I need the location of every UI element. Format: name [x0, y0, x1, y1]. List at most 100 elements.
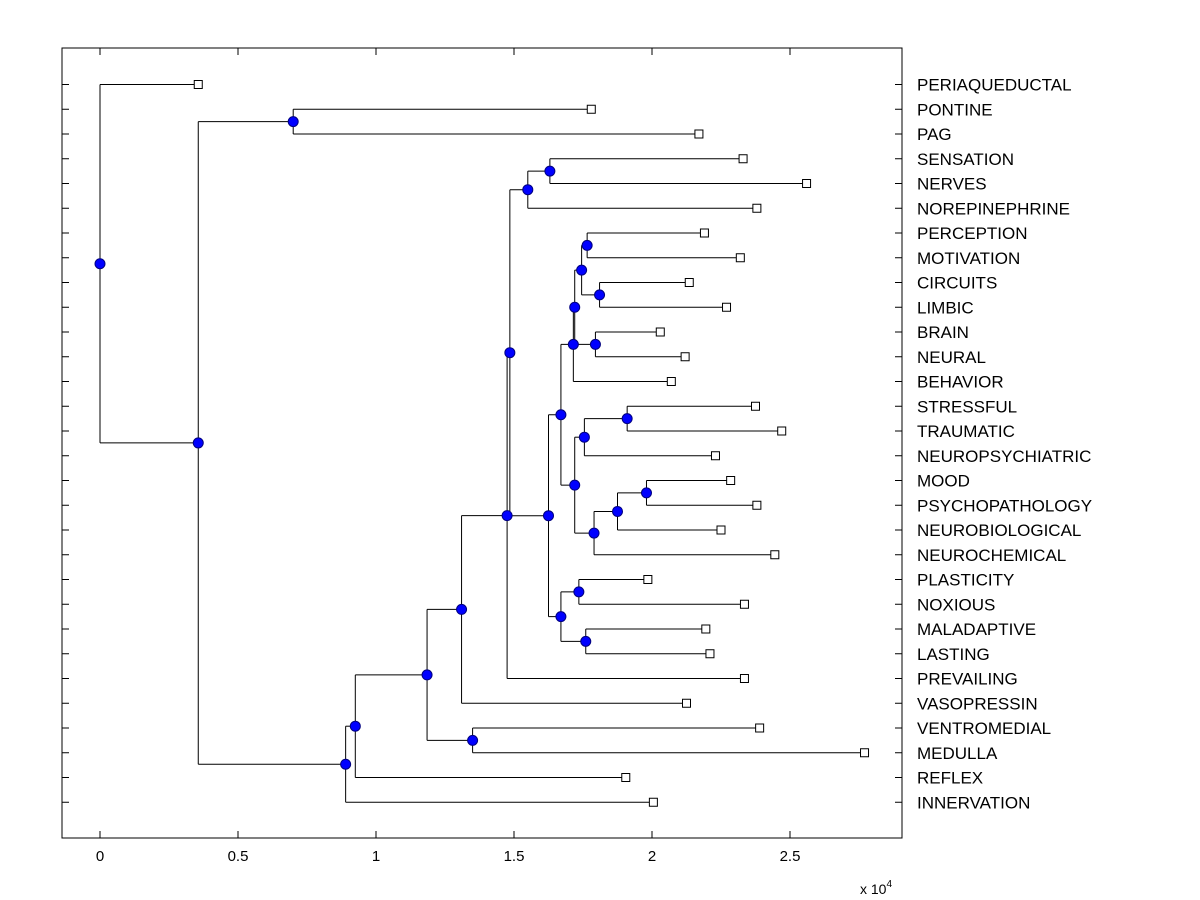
node-marker-n_sens_norep [522, 184, 534, 196]
node-marker-n_vaso_ventro [421, 669, 433, 681]
leaf-label-circuits: CIRCUITS [917, 274, 997, 293]
node-marker-n_ventro_medulla [467, 734, 479, 746]
node-marker-n_reflex [349, 720, 361, 732]
node-marker-n_prevailing [501, 510, 513, 522]
leaf-label-periaqueductal: PERIAQUEDUCTAL [917, 76, 1072, 95]
node-marker-n_circ_limbic [594, 289, 606, 301]
leaf-label-norepinephrine: NOREPINEPHRINE [917, 199, 1070, 218]
leaf-marker-prevailing [739, 674, 749, 683]
leaf-marker-nerves [802, 179, 812, 188]
leaf-marker-lasting [705, 649, 715, 659]
x-scale-label: x 104 [860, 879, 892, 897]
node-marker-n_sens_nerves [544, 165, 556, 177]
leaf-label-behavior: BEHAVIOR [917, 373, 1004, 392]
leaf-label-neurobiological: NEUROBIOLOGICAL [917, 521, 1081, 540]
leaf-marker-plasticity [643, 575, 653, 584]
node-marker-n_trauma_np [578, 431, 590, 443]
leaf-marker-noxious [739, 599, 749, 609]
node-marker-n_motiv_circ [576, 264, 588, 276]
node-marker-n_plast_nox [573, 586, 585, 598]
leaf-label-maladaptive: MALADAPTIVE [917, 620, 1036, 639]
leaf-label-motivation: MOTIVATION [917, 249, 1020, 268]
leaf-marker-neuropsychiatric [710, 451, 720, 461]
leaf-label-pag: PAG [917, 125, 952, 144]
node-marker-n_mood_nc [588, 527, 600, 539]
leaf-marker-psychopathology [752, 500, 762, 510]
leaf-label-perception: PERCEPTION [917, 224, 1028, 243]
leaf-label-neural: NEURAL [917, 348, 986, 367]
leaf-label-medulla: MEDULLA [917, 744, 998, 763]
leaf-label-ventromedial: VENTROMEDIAL [917, 719, 1051, 738]
x-tick-label: 2.5 [780, 848, 801, 865]
node-marker-n_limbic_grp [569, 301, 581, 313]
leaf-marker-reflex [621, 773, 631, 782]
leaf-marker-motivation [735, 253, 745, 263]
x-tick-label: 2 [648, 848, 656, 865]
leaf-label-limbic: LIMBIC [917, 298, 974, 317]
node-marker-n_innervation [340, 758, 352, 770]
node-markers [94, 116, 652, 770]
leaf-label-neuropsychiatric: NEUROPSYCHIATRIC [917, 447, 1091, 466]
leaf-marker-neural [680, 352, 690, 362]
leaf-label-prevailing: PREVAILING [917, 670, 1018, 689]
axis-ticks: 0 0.5 1 1.5 2 2.5 [62, 48, 902, 865]
leaf-label-brain: BRAIN [917, 323, 969, 342]
node-marker-n_np_mood [569, 479, 581, 491]
leaf-marker-neurobiological [716, 525, 726, 535]
leaf-marker-circuits [684, 278, 694, 287]
leaf-label-noxious: NOXIOUS [917, 595, 995, 614]
node-marker-n_mood_nb [612, 505, 623, 517]
leaf-label-psychopathology: PSYCHOPATHOLOGY [917, 496, 1092, 515]
node-marker-n_pontine_pag [287, 116, 299, 128]
node-marker-n_perc_motiv [581, 239, 593, 251]
leaf-label-pontine: PONTINE [917, 100, 993, 119]
leaf-label-stressful: STRESSFUL [917, 397, 1017, 416]
leaf-label-lasting: LASTING [917, 645, 990, 664]
x-tick-label: 1 [372, 848, 380, 865]
leaf-label-nerves: NERVES [917, 175, 987, 194]
x-scale-exponent: 4 [886, 879, 892, 890]
x-scale-base: x 10 [860, 881, 887, 897]
x-tick-label: 0.5 [228, 848, 249, 865]
leaf-marker-mood [726, 476, 736, 485]
leaf-label-vasopressin: VASOPRESSIN [917, 694, 1038, 713]
leaf-label-mood: MOOD [917, 472, 970, 491]
node-marker-n_mood_psych [640, 487, 652, 499]
node-marker-n_brain_neural [589, 338, 601, 350]
node-marker-n_vasopressin [456, 603, 468, 615]
leaf-label-neurochemical: NEUROCHEMICAL [917, 546, 1066, 565]
node-marker-n_core [543, 510, 554, 522]
node-marker-n_malad_last [580, 635, 592, 647]
leaf-markers [193, 80, 870, 807]
leaf-marker-innervation [648, 797, 658, 807]
node-marker-n_pag_big [192, 437, 204, 449]
leaf-labels: PERIAQUEDUCTAL PONTINE PAG SENSATION NERVES N… [917, 76, 1092, 813]
leaf-marker-traumatic [777, 426, 787, 436]
x-tick-label: 0 [96, 848, 104, 865]
node-marker-n_nox_malad [555, 611, 567, 623]
leaf-label-traumatic: TRAUMATIC [917, 422, 1015, 441]
node-marker-n_sens_core [504, 347, 516, 359]
leaf-marker-pag [694, 129, 704, 139]
leaf-marker-periaqueductal [193, 80, 203, 89]
leaf-marker-maladaptive [701, 624, 711, 634]
leaf-label-reflex: REFLEX [917, 769, 983, 788]
leaf-label-innervation: INNERVATION [917, 793, 1030, 812]
node-marker-n_root [94, 258, 106, 270]
x-tick-label: 1.5 [504, 848, 525, 865]
leaf-marker-pontine [586, 104, 596, 114]
leaf-label-sensation: SENSATION [917, 150, 1014, 169]
leaf-marker-perception [699, 228, 709, 238]
node-marker-n_behav_np [555, 409, 567, 421]
leaf-marker-norepinephrine [752, 203, 762, 213]
node-marker-n_stress_trauma [621, 413, 633, 425]
leaf-marker-sensation [738, 154, 748, 164]
node-marker-n_behavior_grp [567, 338, 579, 350]
leaf-marker-medulla [860, 748, 870, 758]
leaf-marker-limbic [722, 302, 732, 312]
leaf-marker-brain [655, 327, 665, 337]
leaf-marker-stressful [751, 401, 760, 411]
leaf-marker-neurochemical [770, 550, 780, 560]
leaf-label-plasticity: PLASTICITY [917, 571, 1014, 590]
